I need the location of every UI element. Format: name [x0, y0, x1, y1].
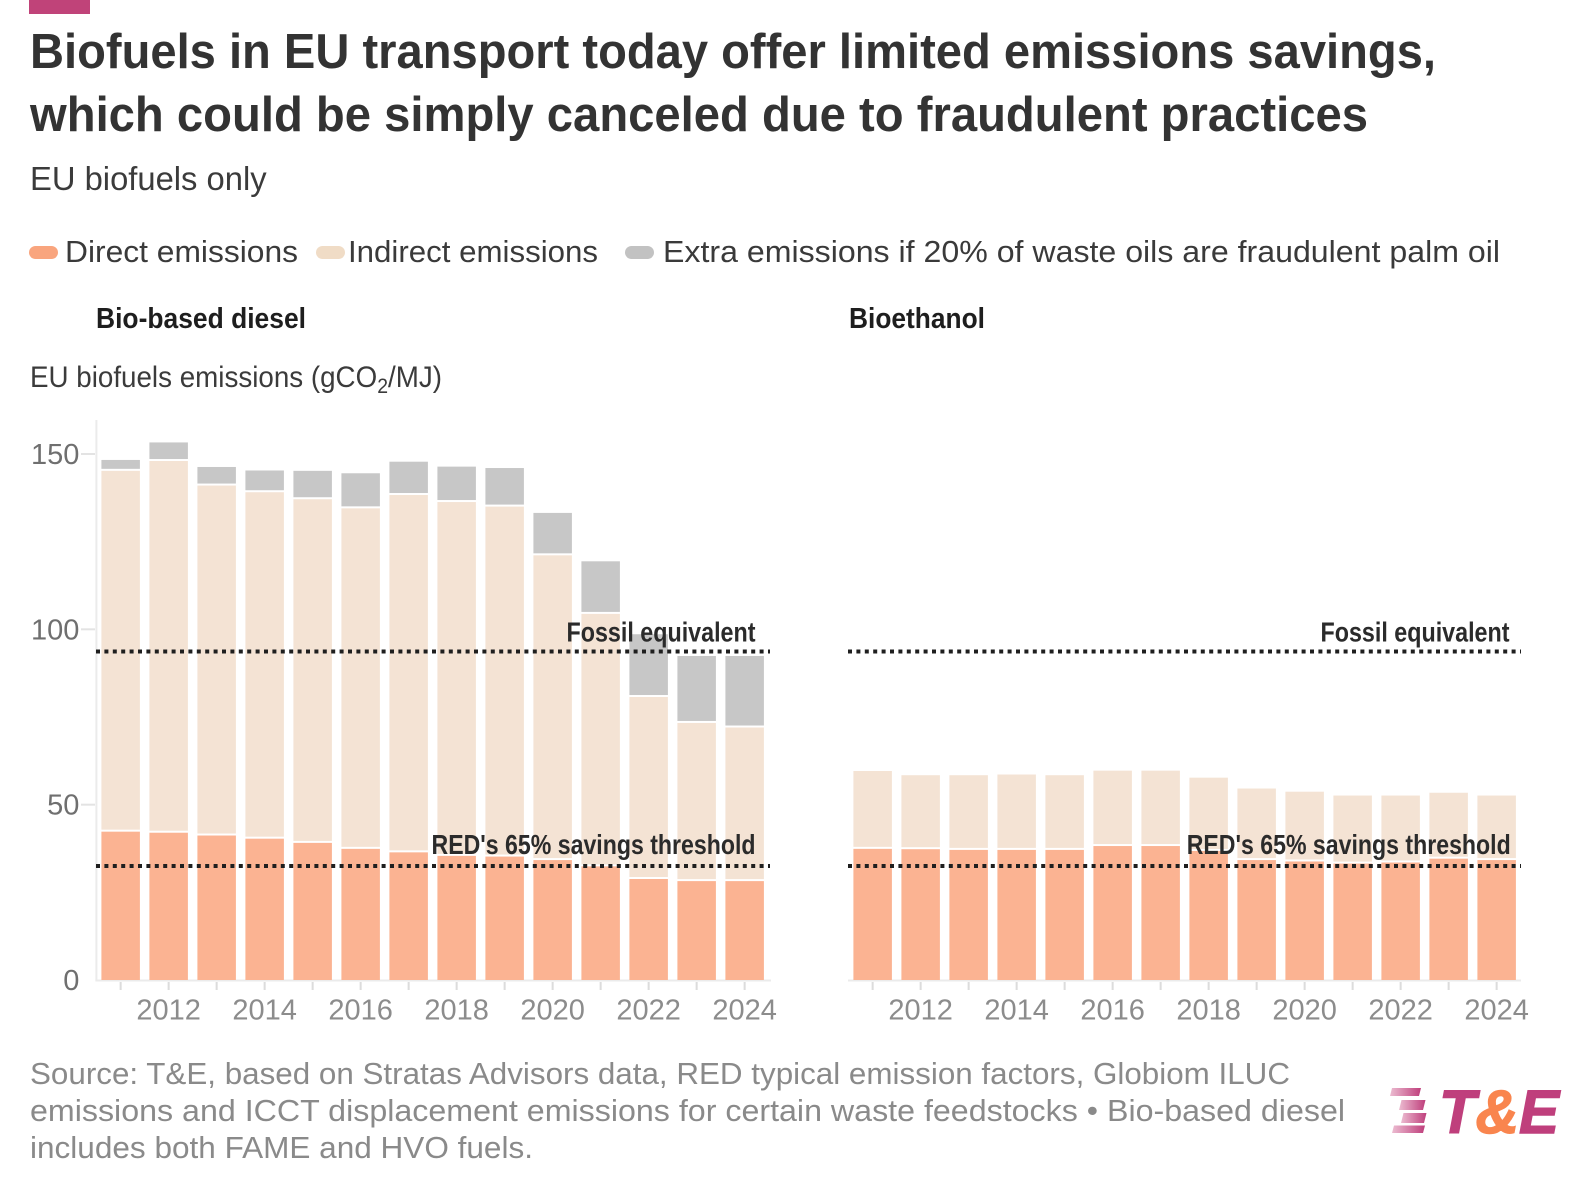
svg-text:2014: 2014: [984, 995, 1049, 1027]
svg-text:0: 0: [63, 965, 79, 997]
svg-text:2018: 2018: [424, 995, 489, 1027]
svg-text:2016: 2016: [1080, 995, 1145, 1027]
svg-text:2024: 2024: [712, 995, 777, 1027]
svg-text:2012: 2012: [888, 995, 953, 1027]
svg-text:2018: 2018: [1176, 995, 1241, 1027]
svg-text:Fossil equivalent: Fossil equivalent: [1321, 616, 1510, 647]
svg-text:2016: 2016: [328, 995, 393, 1027]
svg-text:Fossil equivalent: Fossil equivalent: [567, 616, 756, 647]
svg-text:100: 100: [31, 614, 79, 646]
svg-text:RED's 65% savings threshold: RED's 65% savings threshold: [1187, 829, 1511, 860]
svg-text:2022: 2022: [616, 995, 681, 1027]
svg-text:50: 50: [47, 790, 79, 822]
svg-text:2020: 2020: [1272, 995, 1337, 1027]
svg-text:RED's 65% savings threshold: RED's 65% savings threshold: [432, 829, 756, 860]
svg-text:2014: 2014: [232, 995, 297, 1027]
svg-text:2024: 2024: [1464, 995, 1529, 1027]
svg-text:2022: 2022: [1368, 995, 1433, 1027]
svg-text:2012: 2012: [136, 995, 201, 1027]
svg-text:T&E: T&E: [1439, 1078, 1561, 1140]
svg-text:2020: 2020: [520, 995, 585, 1027]
svg-text:150: 150: [31, 439, 79, 471]
